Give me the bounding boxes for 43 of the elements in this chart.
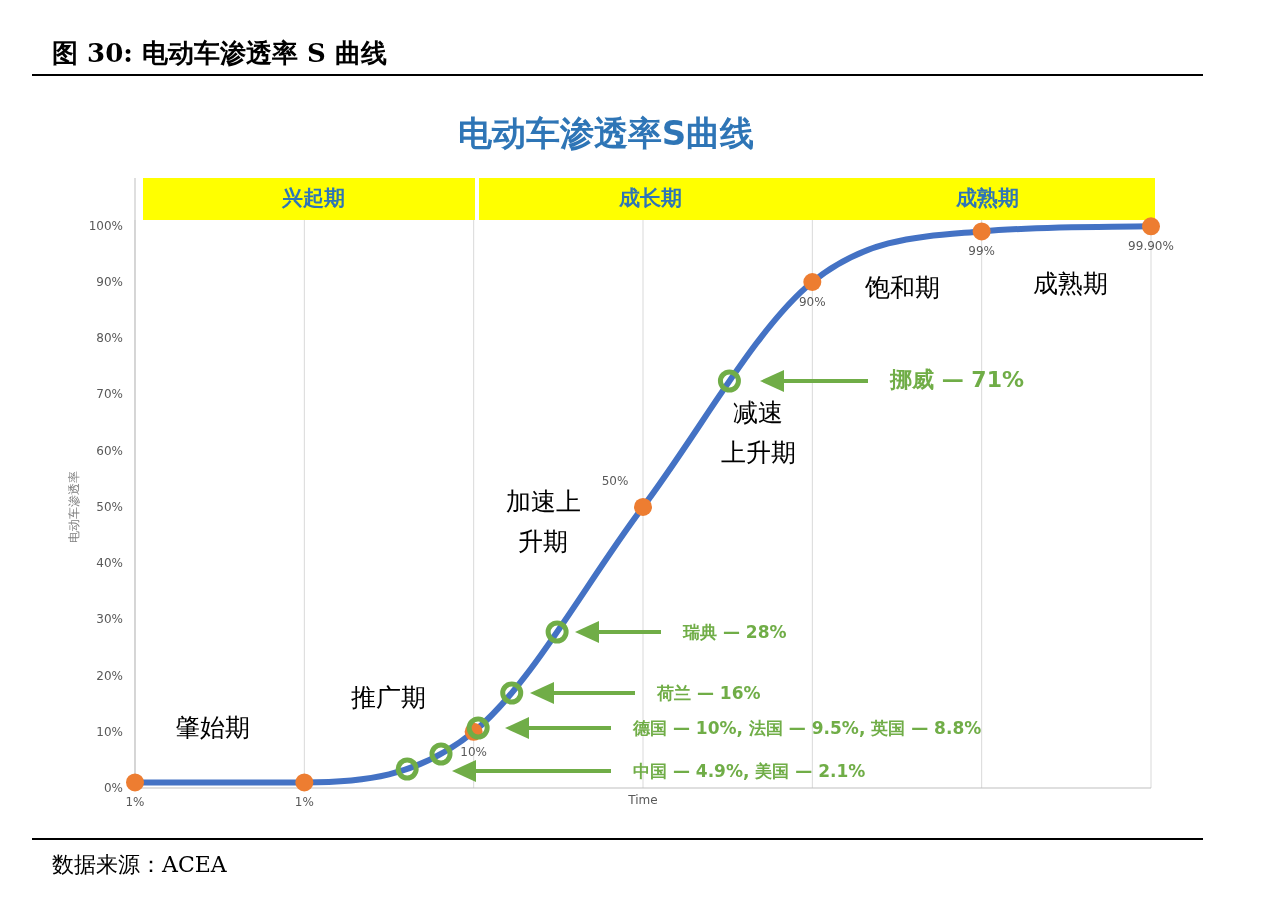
data-label: 10% [460, 744, 487, 759]
y-axis-title: 电动车渗透率 [67, 470, 81, 543]
annotation: 成熟期 [954, 186, 1019, 210]
y-tick-label: 20% [96, 668, 123, 683]
y-tick-label: 10% [96, 724, 123, 739]
annotation: 减速上升期 [720, 398, 796, 467]
y-tick-label: 70% [96, 387, 123, 402]
annotation: 荷兰 — 16% [656, 683, 761, 703]
annotation: 肇始期 [174, 713, 250, 742]
data-label: 1% [294, 795, 314, 810]
y-tick-label: 80% [96, 331, 123, 346]
y-tick-label: 30% [96, 612, 123, 627]
annotation: 中国 — 4.9%, 美国 — 2.1% [633, 761, 866, 781]
annotation: 推广期 [350, 683, 426, 712]
point [634, 497, 652, 516]
annotation: 德国 — 10%, 法国 — 9.5%, 英国 — 8.8% [632, 718, 982, 738]
chart-title: 图 30: 电动车渗透率 S 曲线 [52, 38, 387, 68]
point [126, 773, 144, 792]
y-tick-label: 100% [88, 218, 123, 233]
data-label: 50% [601, 473, 629, 488]
y-tick-label: 40% [96, 556, 123, 571]
data-label: 90% [799, 295, 826, 310]
annotation: 挪威 — 71% [889, 367, 1024, 392]
annotation: 兴起期 [280, 186, 345, 210]
annotation: 成熟期 [1032, 269, 1108, 298]
y-tick-label: 50% [96, 499, 123, 514]
source-note: 数据来源：ACEA [52, 852, 228, 877]
data-label: 99.90% [1128, 239, 1174, 254]
point [295, 773, 314, 792]
x-axis-title: Time [627, 793, 658, 807]
annotation: 加速上升期 [505, 487, 581, 556]
data-label: 99% [968, 244, 995, 259]
annotation: 瑞典 — 28% [682, 622, 787, 642]
y-tick-label: 60% [96, 443, 123, 458]
data-label: 1% [125, 795, 145, 810]
y-tick-label: 0% [103, 781, 123, 795]
annotation: 饱和期 [863, 273, 940, 302]
y-tick-label: 90% [96, 275, 123, 290]
chart-subtitle: 电动车渗透率S曲线 [457, 113, 755, 153]
annotation: 成长期 [617, 186, 682, 210]
point [803, 273, 822, 292]
point [1142, 217, 1160, 236]
point [972, 222, 991, 241]
